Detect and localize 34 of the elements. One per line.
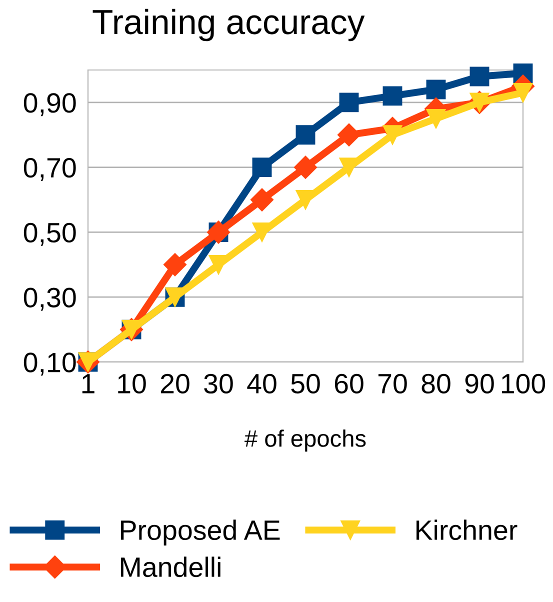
y-tick-label: 0,90 (24, 93, 76, 116)
x-tick-label: 100 (502, 374, 546, 394)
point (294, 156, 317, 179)
y-tick-label: 0,10 (24, 352, 76, 376)
x-tick-label: 90 (465, 374, 494, 394)
x-tick-label: 10 (118, 374, 146, 394)
legend-label: Proposed AE (121, 520, 280, 546)
point (382, 86, 402, 106)
point (382, 125, 402, 145)
point (164, 253, 186, 276)
x-tick-label: 70 (378, 374, 407, 394)
x-tick-label: 1 (82, 374, 94, 394)
x-tick-label: 40 (247, 374, 276, 394)
x-tick-label: 50 (291, 374, 320, 394)
point (296, 125, 316, 145)
legend-label: Mandelli (121, 556, 220, 578)
point (426, 108, 446, 128)
y-tick-label: 0,70 (24, 158, 76, 181)
point (470, 66, 490, 86)
point (250, 188, 274, 212)
x-tick-label: 30 (204, 374, 233, 394)
point (252, 158, 272, 178)
point (339, 92, 359, 112)
x-tick-label: 20 (160, 374, 190, 394)
legend-label: Kirchner (416, 520, 518, 540)
y-tick-label: 0,30 (24, 288, 76, 311)
point (513, 82, 533, 102)
point (426, 80, 446, 100)
chart-title: Training accuracy (92, 8, 365, 42)
x-tick-label: 80 (422, 374, 450, 394)
x-tick-label: 60 (334, 374, 364, 394)
point (338, 123, 360, 146)
y-tick-label: 0,50 (24, 222, 76, 246)
x-axis-title: # of epochs (244, 430, 366, 452)
